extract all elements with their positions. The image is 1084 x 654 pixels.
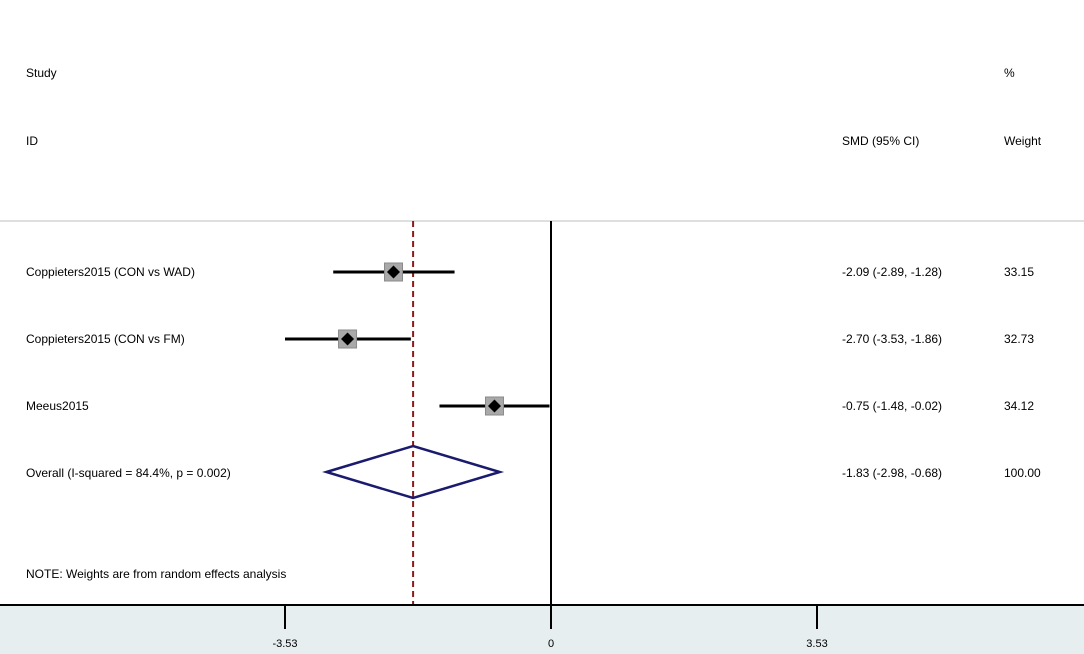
x-tick-label: 0 (547, 638, 555, 650)
study-weight-3: 34.12 (1004, 399, 1035, 413)
study-ci-2: -2.70 (-3.53, -1.86) (842, 332, 943, 346)
x-tick-label: -3.53 (272, 638, 298, 650)
overall-weight: 100.00 (1004, 466, 1041, 480)
study-weight-2: 32.73 (1004, 332, 1035, 346)
study-point-estimate (341, 332, 355, 346)
header-weight: Weight (1004, 134, 1042, 148)
note-text: NOTE: Weights are from random effects an… (26, 567, 287, 581)
x-tick-label: 3.53 (806, 638, 828, 650)
study-ci-1: -2.09 (-2.89, -1.28) (842, 265, 943, 279)
study-weight-1: 33.15 (1004, 265, 1035, 279)
study-point-estimate (487, 399, 501, 413)
header-smd: SMD (95% CI) (842, 134, 920, 148)
header-id: ID (26, 134, 38, 148)
header-study: Study (26, 66, 57, 80)
overall-ci: -1.83 (-2.98, -0.68) (842, 466, 943, 480)
study-point-estimate (387, 265, 401, 279)
overall-diamond (322, 444, 505, 500)
study-label-2: Coppieters2015 (CON vs FM) (26, 332, 185, 346)
header-percent: % (1004, 66, 1015, 80)
axis-band (0, 605, 1084, 654)
study-ci-3: -0.75 (-1.48, -0.02) (842, 399, 943, 413)
study-label-3: Meeus2015 (26, 399, 89, 413)
study-label-1: Coppieters2015 (CON vs WAD) (26, 265, 195, 279)
overall-label: Overall (I-squared = 84.4%, p = 0.002) (26, 466, 231, 480)
